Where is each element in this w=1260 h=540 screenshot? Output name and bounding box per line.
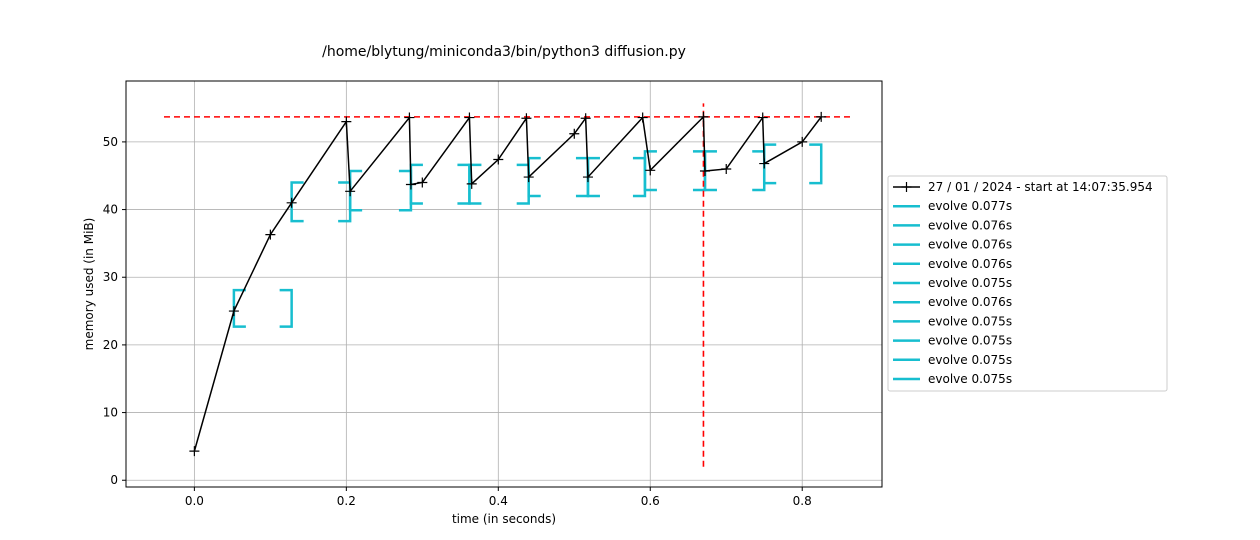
memory-series [189, 111, 827, 457]
legend-bracket-entry-label: evolve 0.076s [928, 257, 1012, 271]
data-point [189, 446, 200, 457]
y-tick-label: 0 [110, 473, 118, 487]
x-tick-label: 0.8 [793, 494, 812, 508]
legend-bracket-entry-label: evolve 0.077s [928, 199, 1012, 213]
data-point [637, 112, 648, 123]
data-point [523, 172, 534, 183]
y-tick-label: 50 [103, 135, 118, 149]
y-tick-label: 30 [103, 270, 118, 284]
grid-lines [126, 81, 882, 487]
data-point [645, 165, 656, 176]
data-point [759, 158, 770, 169]
legend-bracket-entry-label: evolve 0.076s [928, 295, 1012, 309]
x-tick-label: 0.0 [185, 494, 204, 508]
y-tick-label: 10 [103, 406, 118, 420]
data-point [797, 136, 808, 147]
data-point [757, 112, 768, 123]
y-tick-label: 40 [103, 203, 118, 217]
legend-bracket-entry-label: evolve 0.075s [928, 372, 1012, 386]
legend-bracket-entry-label: evolve 0.075s [928, 353, 1012, 367]
data-point [345, 186, 356, 197]
bracket-end [809, 143, 823, 185]
data-point [493, 154, 504, 165]
x-tick-label: 0.6 [641, 494, 660, 508]
plot-frame [125, 80, 883, 488]
legend-marker [901, 182, 912, 192]
data-point [699, 165, 710, 176]
data-point [405, 179, 416, 190]
x-tick-label: 0.2 [337, 494, 356, 508]
legend: 27 / 01 / 2024 - start at 14:07:35.954 ev… [887, 175, 1168, 392]
data-point [286, 197, 297, 208]
legend-bracket-entry-label: evolve 0.075s [928, 334, 1012, 348]
legend-bracket-entry-label: evolve 0.076s [928, 218, 1012, 232]
y-axis-label: memory used (in MiB) [82, 218, 96, 351]
legend-bracket-entry-label: evolve 0.075s [928, 314, 1012, 328]
bracket-end [279, 288, 293, 328]
data-point [466, 178, 477, 189]
max-reference-lines [163, 103, 852, 467]
data-point [569, 128, 580, 139]
data-point [228, 306, 239, 317]
data-point [580, 113, 591, 124]
x-tick-label: 0.4 [489, 494, 508, 508]
y-tick-label: 20 [103, 338, 118, 352]
data-point [816, 111, 827, 122]
axis-ticks: 0.0 0.2 0.4 0.6 0.8 0 10 20 30 40 50 [103, 135, 812, 508]
legend-box [887, 175, 1168, 392]
data-point [341, 116, 352, 127]
legend-bracket-entry-label: evolve 0.075s [928, 276, 1012, 290]
chart-title: /home/blytung/miniconda3/bin/python3 dif… [322, 44, 686, 60]
data-point [265, 229, 276, 240]
data-point [521, 113, 532, 124]
data-point [721, 163, 732, 174]
data-point [698, 111, 709, 122]
data-point [404, 112, 415, 123]
data-point [582, 172, 593, 183]
legend-bracket-entry-label: evolve 0.076s [928, 238, 1012, 252]
data-point [464, 112, 475, 123]
data-point [417, 177, 428, 188]
legend-series-entry-label: 27 / 01 / 2024 - start at 14:07:35.954 [928, 180, 1153, 194]
bracket-start [643, 150, 657, 192]
x-axis-label: time (in seconds) [452, 512, 556, 526]
